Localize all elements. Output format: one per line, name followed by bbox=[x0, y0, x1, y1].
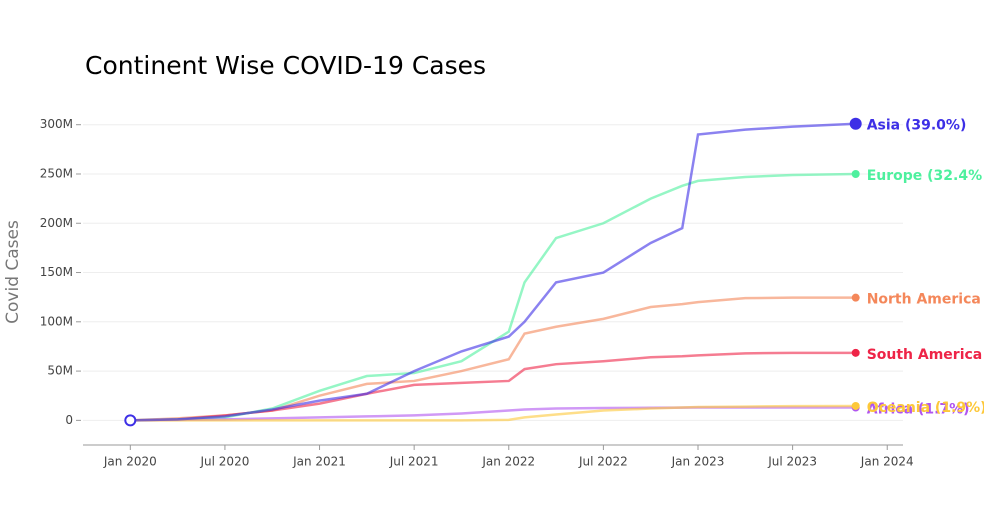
end-marker bbox=[849, 117, 862, 130]
x-tick-label: Jul 2020 bbox=[200, 455, 250, 469]
end-marker bbox=[851, 293, 860, 302]
x-tick-label: Jan 2024 bbox=[860, 455, 914, 469]
y-tick-label: 250M bbox=[40, 166, 73, 180]
x-tick-label: Jul 2022 bbox=[578, 455, 628, 469]
y-tick-label: 200M bbox=[40, 216, 73, 230]
series-line bbox=[130, 296, 856, 422]
x-tick-label: Jul 2023 bbox=[767, 455, 817, 469]
end-marker bbox=[851, 169, 860, 178]
y-tick-label: 150M bbox=[40, 265, 73, 279]
series-label: South America (8.9% bbox=[867, 347, 984, 363]
series-label: Asia (39.0%) bbox=[867, 118, 967, 134]
y-axis-title: Covid Cases bbox=[3, 220, 23, 324]
series-label: Oceania (1.9%) bbox=[867, 400, 984, 416]
end-marker bbox=[851, 401, 860, 410]
series-label: Africa (1.7%) bbox=[867, 402, 970, 418]
chart-title: Continent Wise COVID-19 Cases bbox=[85, 51, 486, 80]
start-marker bbox=[124, 414, 137, 427]
y-tick-label: 300M bbox=[40, 117, 73, 131]
end-marker bbox=[851, 348, 860, 357]
x-tick-label: Jan 2022 bbox=[481, 455, 535, 469]
x-tick-label: Jan 2021 bbox=[292, 455, 346, 469]
y-tick-label: 50M bbox=[47, 364, 73, 378]
series-label: Europe (32.4% bbox=[867, 168, 982, 184]
x-tick-label: Jan 2023 bbox=[671, 455, 725, 469]
series-label: North America (16.1% bbox=[867, 292, 984, 308]
x-tick-label: Jan 2020 bbox=[103, 455, 157, 469]
series-line bbox=[130, 122, 856, 422]
y-tick-label: 0 bbox=[65, 413, 73, 427]
series-line bbox=[130, 404, 856, 422]
x-tick-label: Jul 2021 bbox=[389, 455, 439, 469]
y-tick-label: 100M bbox=[40, 314, 73, 328]
